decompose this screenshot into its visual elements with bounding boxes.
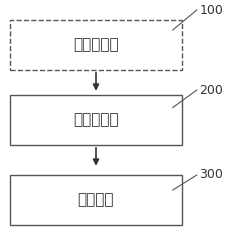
Text: 200: 200 — [199, 84, 223, 96]
Text: 线路板烤板: 线路板烤板 — [73, 112, 119, 128]
Text: 300: 300 — [199, 168, 223, 181]
Text: 印制碳油: 印制碳油 — [78, 192, 114, 208]
Text: 设置阻焉桥: 设置阻焉桥 — [73, 38, 119, 52]
Bar — [10, 95, 182, 145]
Text: 100: 100 — [199, 4, 223, 16]
Bar — [10, 20, 182, 70]
Bar — [10, 175, 182, 225]
